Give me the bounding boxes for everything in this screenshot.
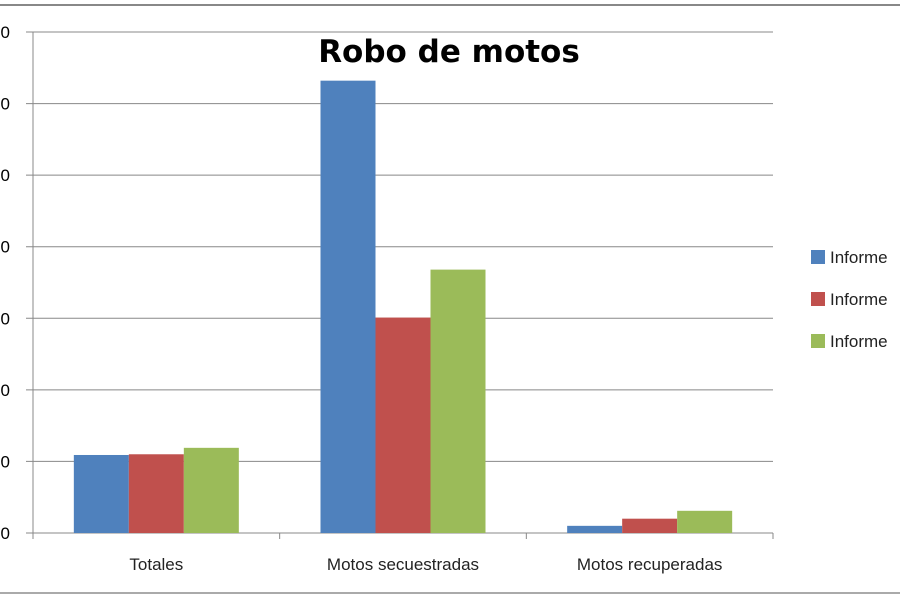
legend-swatch	[811, 292, 825, 306]
bar	[375, 317, 431, 533]
legend-label: Informe	[830, 290, 888, 309]
legend-swatch	[811, 334, 825, 348]
y-tick-label: 0	[1, 524, 10, 543]
bar	[183, 447, 239, 533]
bar	[567, 525, 623, 533]
y-tick-label: 0	[1, 23, 10, 42]
y-tick-label: 0	[1, 452, 10, 471]
bar	[677, 510, 733, 533]
legend-label: Informe	[830, 332, 888, 351]
y-tick-label: 0	[1, 166, 10, 185]
chart-frame	[0, 4, 900, 594]
legend-swatch	[811, 250, 825, 264]
bar	[430, 269, 486, 533]
y-tick-label: 0	[1, 381, 10, 400]
bar	[320, 80, 376, 533]
x-category-label: Motos recuperadas	[577, 555, 723, 574]
bar	[622, 518, 678, 533]
bar	[73, 454, 129, 533]
x-category-label: Motos secuestradas	[327, 555, 479, 574]
chart-title: Robo de motos	[318, 34, 580, 70]
bar	[128, 454, 184, 533]
y-tick-label: 0	[1, 95, 10, 114]
legend-label: Informe	[830, 248, 888, 267]
y-tick-label: 0	[1, 238, 10, 257]
y-tick-label: 0	[1, 309, 10, 328]
x-category-label: Totales	[129, 555, 183, 574]
